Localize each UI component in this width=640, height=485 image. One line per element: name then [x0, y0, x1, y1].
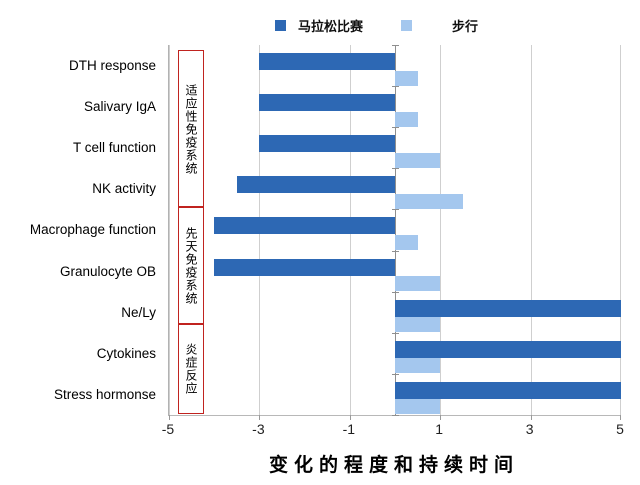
group-box-label: 先天免疫系统 — [184, 226, 198, 305]
category-label: Stress hormonse — [53, 386, 156, 402]
bar-marathon — [395, 340, 621, 358]
group-box-0: 适应性免疫系统 — [178, 50, 204, 208]
gridline — [620, 45, 621, 415]
gridline — [169, 45, 170, 415]
legend-label-walking: 步行 — [452, 18, 479, 34]
bar-marathon — [214, 258, 395, 276]
plot-area: 适应性免疫系统先天免疫系统炎症反应 — [168, 45, 621, 420]
category-label: Cytokines — [96, 345, 156, 361]
category-label: Macrophage function — [29, 222, 156, 238]
legend-item-marathon: 马拉松比赛 — [275, 16, 363, 35]
bar-walking — [395, 276, 441, 292]
x-tick-label: -1 — [342, 421, 356, 437]
gridline — [531, 45, 532, 415]
x-axis-tick — [259, 415, 260, 420]
category-label: Salivary IgA — [83, 99, 156, 115]
zero-axis-tick — [392, 251, 399, 252]
x-tick-label: -5 — [161, 421, 175, 437]
bar-marathon — [395, 381, 621, 399]
zero-axis-tick — [392, 127, 399, 128]
legend-swatch-marathon — [275, 19, 286, 31]
x-axis-tick — [350, 415, 351, 420]
x-tick-label: 3 — [525, 421, 534, 437]
bar-marathon — [395, 299, 621, 317]
group-box-label: 炎症反应 — [184, 342, 198, 395]
category-label: DTH response — [68, 58, 156, 74]
bar-walking — [395, 399, 441, 415]
legend-swatch-walking — [401, 19, 413, 31]
category-label: Granulocyte OB — [59, 263, 156, 279]
bar-marathon — [259, 94, 395, 112]
bar-walking — [395, 152, 441, 168]
bar-walking — [395, 193, 463, 209]
legend: 马拉松比赛 步行 — [275, 16, 478, 34]
zero-axis-tick — [392, 209, 399, 210]
zero-axis-tick — [392, 86, 399, 87]
x-tick-label: 5 — [616, 421, 624, 437]
zero-axis — [395, 45, 396, 415]
category-label: T cell function — [72, 140, 156, 156]
legend-item-walking: 步行 — [401, 16, 478, 35]
category-label: NK activity — [92, 181, 156, 197]
bar-walking — [395, 70, 418, 86]
bar-marathon — [214, 217, 395, 235]
x-axis-title: 变化的程度和持续时间 — [268, 455, 519, 476]
bar-marathon — [259, 53, 395, 70]
category-labels: DTH response Salivary IgA T cell function N… — [0, 45, 162, 415]
bar-marathon — [236, 176, 395, 194]
gridline — [440, 45, 441, 415]
zero-axis-tick — [392, 168, 399, 169]
bar-walking — [395, 111, 418, 127]
zero-axis-tick — [392, 45, 399, 46]
zero-axis-tick — [392, 374, 399, 375]
group-box-1: 先天免疫系统 — [178, 206, 204, 325]
bar-walking — [395, 234, 418, 250]
bar-walking — [395, 358, 441, 374]
x-axis-tick — [531, 415, 532, 420]
legend-label-marathon: 马拉松比赛 — [298, 18, 364, 34]
zero-axis-tick — [392, 415, 399, 416]
x-axis-tick — [620, 415, 621, 420]
x-tick-label: -3 — [252, 421, 265, 437]
group-box-2: 炎症反应 — [178, 323, 204, 414]
x-axis-tick — [169, 415, 170, 420]
zero-axis-tick — [392, 292, 399, 293]
category-label: Ne/Ly — [121, 304, 156, 320]
x-tick-label: 1 — [435, 421, 444, 437]
x-axis-tick — [440, 415, 441, 420]
bar-walking — [395, 317, 441, 333]
zero-axis-tick — [392, 333, 399, 334]
group-box-label: 适应性免疫系统 — [184, 83, 198, 175]
bar-marathon — [259, 135, 395, 153]
